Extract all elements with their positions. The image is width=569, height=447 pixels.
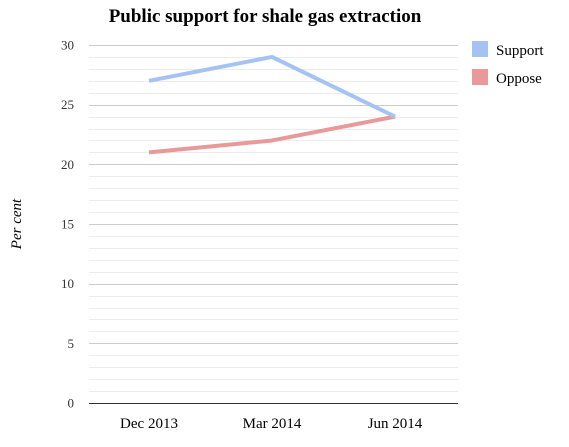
y-tick-label: 5 — [68, 336, 75, 351]
chart-title: Public support for shale gas extraction — [109, 6, 422, 27]
x-tick-label: Jun 2014 — [368, 416, 423, 432]
y-tick-label: 0 — [68, 396, 75, 411]
y-tick-label: 20 — [61, 157, 74, 172]
legend-swatch-oppose — [472, 69, 488, 85]
y-axis-label: Per cent — [9, 198, 25, 250]
x-tick-label: Dec 2013 — [120, 416, 178, 432]
y-axis-ticks: 0 5 10 15 20 25 30 — [61, 38, 74, 411]
series-line-oppose — [148, 114, 396, 155]
y-tick-label: 15 — [61, 217, 74, 232]
x-axis-ticks: Dec 2013 Mar 2014 Jun 2014 — [120, 416, 423, 432]
legend-swatch-support — [472, 41, 488, 57]
x-tick-label: Mar 2014 — [243, 416, 302, 432]
major-gridlines — [89, 45, 458, 404]
y-tick-label: 10 — [61, 276, 74, 291]
legend-item-support: Support — [472, 41, 544, 59]
legend-label-support: Support — [496, 43, 544, 59]
series-lines — [148, 54, 396, 155]
series-line-support — [148, 54, 396, 119]
legend-label-oppose: Oppose — [496, 71, 542, 87]
y-tick-label: 25 — [61, 97, 74, 112]
legend-item-oppose: Oppose — [472, 69, 542, 87]
y-tick-label: 30 — [61, 38, 74, 53]
legend: Support Oppose — [472, 41, 544, 87]
